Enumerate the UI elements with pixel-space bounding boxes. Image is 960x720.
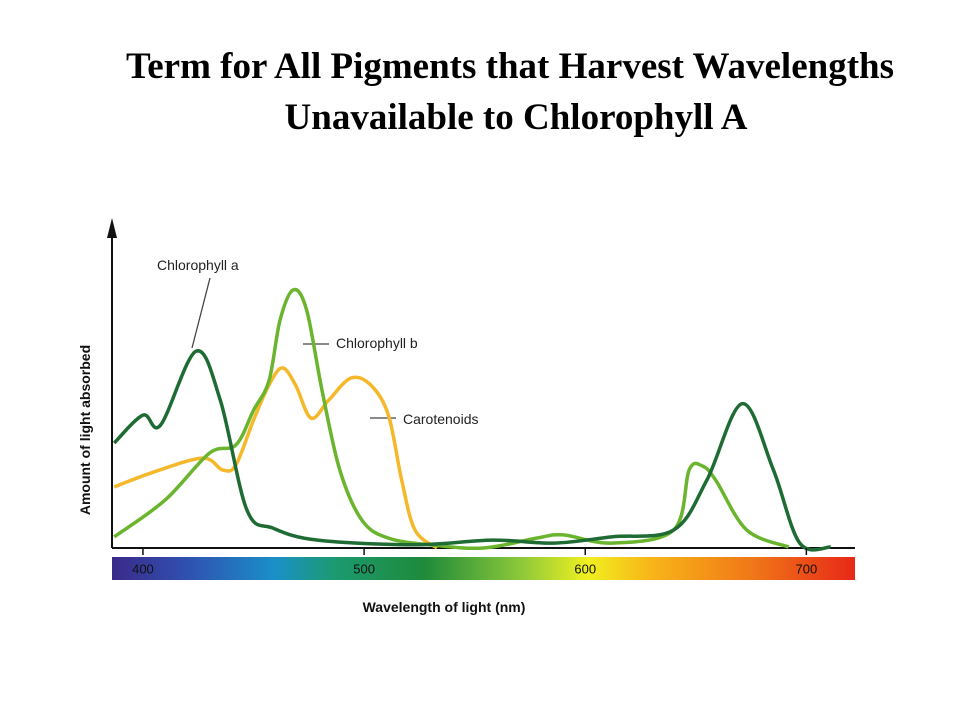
x-axis-label: Wavelength of light (nm) [363, 599, 526, 615]
x-tick-label: 600 [574, 561, 596, 576]
x-tick-label: 400 [132, 561, 154, 576]
y-axis-label: Amount of light absorbed [77, 345, 93, 515]
leader-line [191, 277, 211, 349]
series-line [113, 366, 439, 550]
title-line: Unavailable to Chlorophyll A [285, 97, 748, 138]
x-tick-label: 500 [353, 561, 375, 576]
series-label: Chlorophyll b [336, 335, 418, 351]
spectrum-bar [112, 557, 855, 580]
series-label: Carotenoids [403, 411, 479, 427]
series-line [113, 287, 790, 551]
x-tick-label: 700 [795, 561, 817, 576]
series-label: Chlorophyll a [157, 257, 239, 273]
series-line [112, 349, 831, 552]
y-axis-arrow [107, 218, 117, 238]
title-line: Term for All Pigments that Harvest Wavel… [126, 46, 894, 87]
